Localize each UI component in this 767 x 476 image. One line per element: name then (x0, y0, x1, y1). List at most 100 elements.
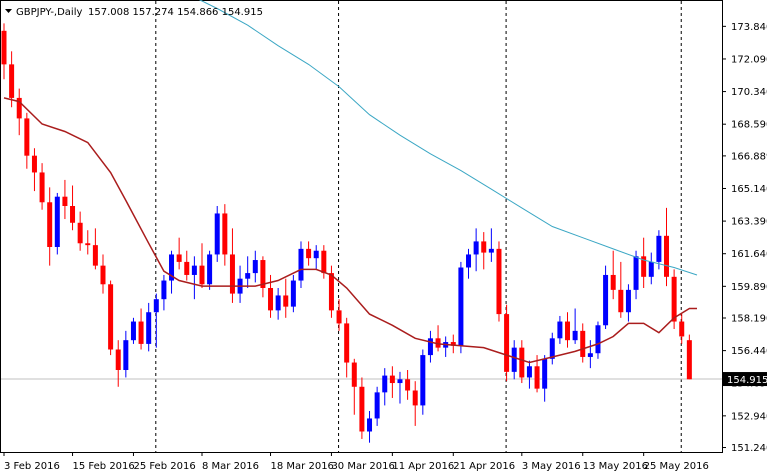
candle-body (633, 256, 639, 290)
candle (458, 261, 464, 354)
candle-body (313, 250, 319, 259)
candle-body (420, 355, 426, 406)
candle (336, 299, 342, 331)
candle (389, 366, 395, 398)
candle-body (664, 235, 670, 277)
y-tick-label: 156.440 (731, 346, 767, 357)
candle (47, 187, 53, 266)
candle (344, 317, 350, 378)
x-tick-label: 3 Feb 2016 (4, 461, 60, 472)
candle-body (100, 265, 106, 285)
candle-body (519, 347, 525, 378)
candle (466, 248, 472, 279)
candle (504, 304, 510, 382)
candle (542, 355, 548, 402)
candle-body (16, 97, 22, 119)
candle-body (435, 338, 441, 348)
candle (237, 265, 243, 303)
candle-body (108, 284, 114, 350)
slow-moving-average-line (198, 0, 698, 276)
x-tick-label: 8 Mar 2016 (202, 461, 259, 472)
candle-body (290, 280, 296, 307)
candle-body (648, 261, 654, 277)
candle (420, 349, 426, 415)
candle (473, 228, 479, 272)
candle-body (321, 250, 327, 274)
y-tick-label: 172.090 (731, 54, 767, 65)
candle (427, 330, 433, 363)
candle (641, 237, 647, 288)
candle (100, 254, 106, 294)
candle (16, 88, 22, 136)
candle (610, 250, 616, 300)
candle-body (275, 295, 281, 311)
symbol-label: GBPJPY-,Daily (16, 7, 82, 18)
candle-body (549, 338, 555, 359)
candle (679, 314, 685, 344)
candle (39, 163, 45, 210)
x-tick-label: 11 Apr 2016 (392, 461, 454, 472)
candle (31, 148, 37, 192)
candle-body (92, 245, 98, 266)
candle-body (488, 248, 494, 253)
candle-body (146, 312, 152, 344)
candle (618, 261, 624, 318)
candle (214, 206, 220, 262)
candle-body (511, 347, 517, 372)
candle (595, 321, 601, 359)
candle-body (412, 390, 418, 406)
candle-body (207, 254, 213, 285)
y-tick-label: 170.340 (731, 87, 767, 98)
chart-header: GBPJPY-,Daily 157.008 157.274 154.866 15… (5, 7, 263, 18)
candle-body (610, 274, 616, 290)
candle-body (161, 280, 167, 300)
candle-body (47, 202, 53, 247)
candle-body (184, 261, 190, 275)
candle (77, 211, 83, 251)
candles (1, 23, 692, 443)
candle (587, 340, 593, 369)
candle (222, 204, 228, 266)
candle-body (222, 213, 228, 255)
candle-body (397, 379, 403, 384)
candle-body (245, 273, 251, 279)
candle (199, 243, 205, 288)
candle (161, 274, 167, 311)
candle (443, 336, 449, 357)
x-tick-label: 15 Feb 2016 (73, 461, 135, 472)
x-tick-label: 25 Feb 2016 (133, 461, 195, 472)
candle-body (176, 254, 182, 262)
candle (328, 265, 334, 318)
candle-body (450, 342, 456, 346)
candle (1, 23, 7, 80)
candle (580, 323, 586, 363)
candle-body (359, 386, 365, 432)
candle-body (199, 265, 205, 285)
candle (184, 250, 190, 281)
candle-body (603, 274, 609, 326)
candle-body (24, 118, 30, 156)
candle-body (31, 155, 37, 173)
candle (351, 358, 357, 415)
candle-body (9, 64, 15, 98)
candle (260, 256, 266, 298)
candle (153, 293, 159, 348)
candle-body (466, 254, 472, 268)
x-tick-label: 30 Mar 2016 (331, 461, 394, 472)
candle (382, 368, 388, 406)
candle-body (565, 321, 571, 341)
candle (450, 334, 456, 354)
x-tick-label: 21 Apr 2016 (453, 461, 515, 472)
candle-body (481, 241, 487, 253)
candle (138, 308, 144, 350)
y-tick-label: 165.140 (731, 184, 767, 195)
candle (313, 245, 319, 270)
candle-body (679, 321, 685, 337)
candle (176, 237, 182, 270)
candle (290, 274, 296, 313)
ohlc-values: 157.008 157.274 154.866 154.915 (88, 7, 263, 18)
y-tick-label: 163.390 (731, 217, 767, 228)
dropdown-triangle-icon[interactable] (5, 9, 12, 13)
